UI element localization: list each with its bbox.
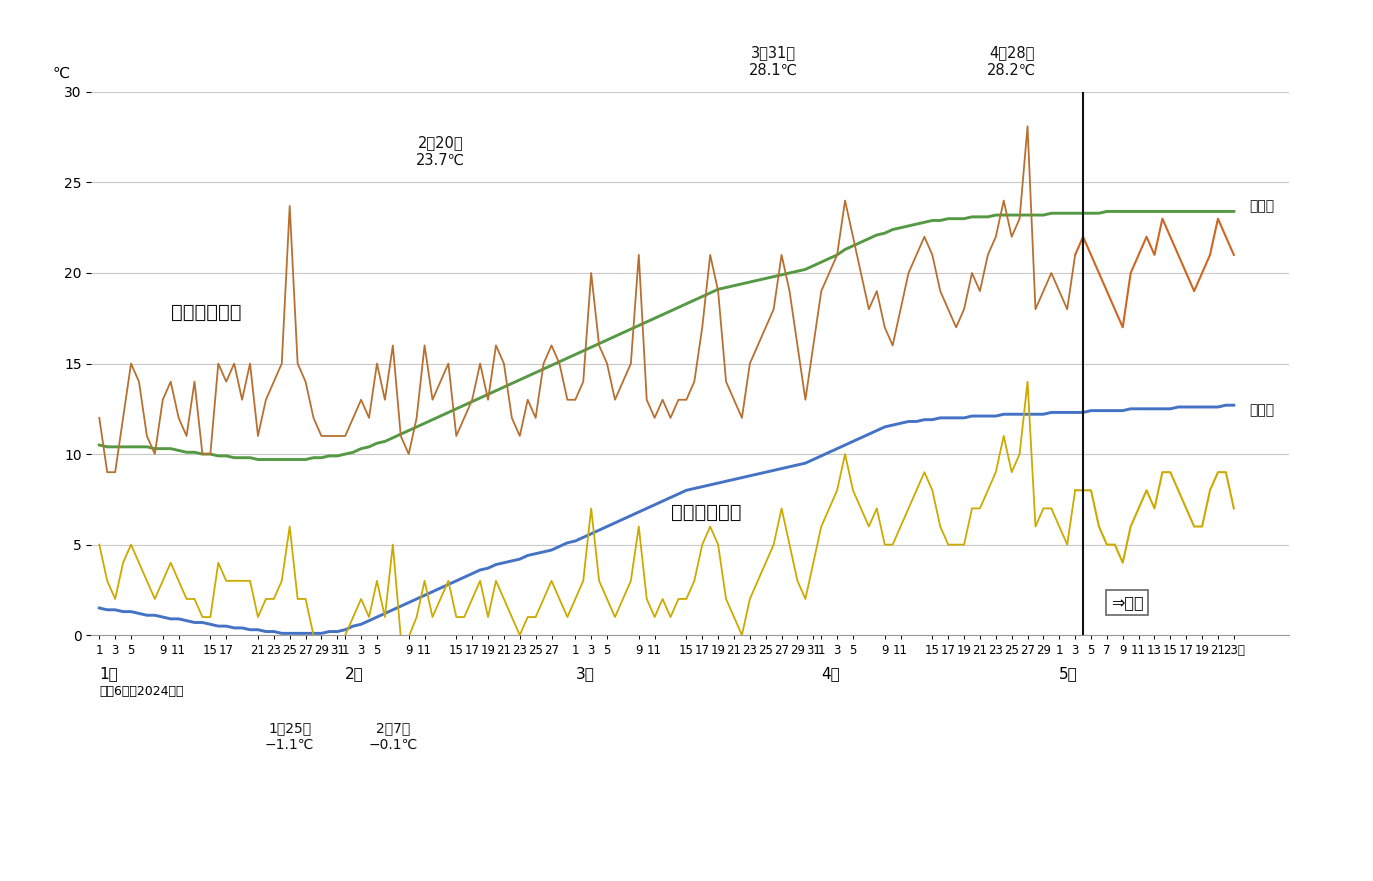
Text: 【最高気温】: 【最高気温】 bbox=[170, 303, 242, 322]
Text: 1月25日
−1.1℃: 1月25日 −1.1℃ bbox=[265, 722, 314, 751]
Text: 平年値: 平年値 bbox=[1249, 403, 1274, 418]
Text: 4月: 4月 bbox=[821, 666, 840, 681]
Text: 平年値: 平年値 bbox=[1249, 199, 1274, 213]
Text: 3月31日
28.1℃: 3月31日 28.1℃ bbox=[750, 45, 798, 78]
Text: 3月: 3月 bbox=[575, 666, 595, 681]
Text: 5月: 5月 bbox=[1060, 666, 1078, 681]
Text: 2月7日
−0.1℃: 2月7日 −0.1℃ bbox=[368, 722, 417, 751]
Text: 令和6年（2024年）: 令和6年（2024年） bbox=[99, 685, 184, 698]
Text: 1月: 1月 bbox=[99, 666, 118, 681]
Y-axis label: ℃: ℃ bbox=[52, 66, 70, 81]
Text: ⇒予報: ⇒予報 bbox=[1111, 595, 1144, 610]
Text: 4月28日
28.2℃: 4月28日 28.2℃ bbox=[987, 45, 1037, 78]
Text: 【最低気温】: 【最低気温】 bbox=[670, 502, 741, 522]
Text: 2月: 2月 bbox=[345, 666, 364, 681]
Text: 2月20日
23.7℃: 2月20日 23.7℃ bbox=[416, 136, 465, 168]
